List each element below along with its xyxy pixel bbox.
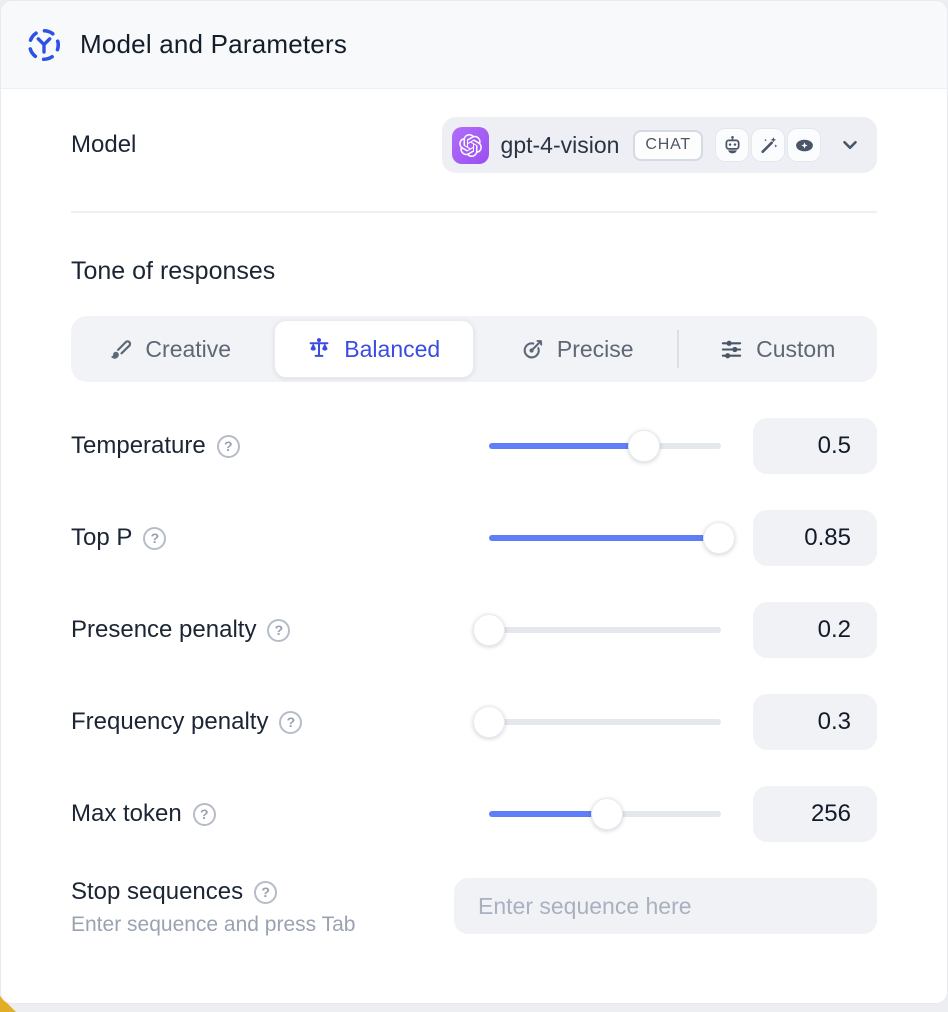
balance-scale-icon	[309, 338, 329, 357]
parameter-label: Frequency penalty	[71, 708, 269, 735]
slider-track[interactable]	[489, 443, 721, 449]
tone-segmented-control: Creative Balanced	[71, 316, 877, 382]
slider-fill	[489, 811, 608, 817]
model-node-icon	[25, 26, 63, 64]
model-select-dropdown[interactable]: gpt-4-vision CHAT	[441, 117, 877, 173]
parameter-label: Top P	[71, 524, 133, 551]
help-icon[interactable]: ?	[267, 618, 291, 642]
vision-eye-icon	[787, 128, 821, 162]
parameter-label: Temperature	[71, 432, 206, 459]
parameter-row-top-p: Top P ? 0.85	[71, 510, 877, 566]
openai-logo-icon	[451, 126, 489, 164]
paintbrush-icon	[111, 339, 132, 359]
segment-divider	[676, 330, 679, 368]
help-icon[interactable]: ?	[254, 880, 278, 904]
stop-sequences-hint: Enter sequence and press Tab	[71, 913, 356, 936]
slider-thumb[interactable]	[628, 430, 661, 462]
selected-model-name: gpt-4-vision	[500, 131, 620, 158]
temperature-value[interactable]: 0.5	[753, 418, 877, 474]
stop-sequences-label: Stop sequences	[71, 878, 244, 905]
tone-option-label: Creative	[145, 335, 232, 362]
top-p-value[interactable]: 0.85	[753, 510, 877, 566]
tone-option-label: Custom	[756, 335, 836, 362]
stop-sequences-row: Stop sequences ? Enter sequence and pres…	[71, 878, 877, 937]
model-label: Model	[71, 131, 137, 158]
slider-fill	[489, 535, 719, 541]
panel-title: Model and Parameters	[80, 29, 348, 59]
slider-thumb[interactable]	[473, 706, 505, 738]
help-icon[interactable]: ?	[143, 526, 167, 550]
chat-type-badge: CHAT	[633, 129, 703, 161]
help-icon[interactable]: ?	[192, 802, 216, 826]
slider-thumb[interactable]	[473, 614, 505, 646]
capability-badges	[715, 128, 821, 162]
target-icon	[523, 339, 543, 358]
section-divider	[71, 211, 877, 213]
help-icon[interactable]: ?	[279, 710, 303, 734]
max-token-slider[interactable]	[489, 797, 721, 831]
slider-track[interactable]	[489, 535, 721, 541]
top-p-slider[interactable]	[489, 521, 735, 555]
presence-penalty-slider[interactable]	[473, 613, 721, 647]
parameter-row-presence-penalty: Presence penalty ? 0.2	[71, 602, 877, 658]
temperature-slider[interactable]	[489, 429, 721, 463]
model-row: Model gpt-4-vision CHAT	[71, 117, 877, 173]
assistant-robot-icon	[715, 128, 749, 162]
slider-thumb[interactable]	[591, 798, 624, 830]
panel-header: Model and Parameters	[1, 1, 947, 89]
parameter-label: Presence penalty	[71, 616, 257, 643]
max-token-value[interactable]: 256	[753, 786, 877, 842]
sliders-icon	[721, 340, 742, 358]
help-icon[interactable]: ?	[216, 434, 240, 458]
slider-track[interactable]	[489, 719, 721, 725]
tone-option-precise[interactable]: Precise	[478, 316, 677, 382]
magic-wand-icon	[751, 128, 785, 162]
tone-option-creative[interactable]: Creative	[71, 316, 270, 382]
parameter-label: Max token	[71, 800, 182, 827]
slider-fill	[489, 443, 645, 449]
frequency-penalty-value[interactable]: 0.3	[753, 694, 877, 750]
parameter-row-max-token: Max token ? 256	[71, 786, 877, 842]
tone-option-custom[interactable]: Custom	[679, 316, 878, 382]
tone-option-label: Precise	[556, 335, 634, 362]
slider-thumb[interactable]	[702, 522, 735, 554]
tone-section-title: Tone of responses	[71, 257, 276, 285]
presence-penalty-value[interactable]: 0.2	[753, 602, 877, 658]
stop-sequence-input[interactable]	[454, 878, 877, 934]
parameter-row-frequency-penalty: Frequency penalty ? 0.3	[71, 694, 877, 750]
slider-track[interactable]	[489, 627, 721, 633]
tone-option-label: Balanced	[344, 335, 441, 362]
frequency-penalty-slider[interactable]	[473, 705, 721, 739]
chevron-down-icon	[839, 134, 861, 156]
tone-option-balanced[interactable]: Balanced	[273, 320, 474, 378]
parameter-row-temperature: Temperature ? 0.5	[71, 418, 877, 474]
